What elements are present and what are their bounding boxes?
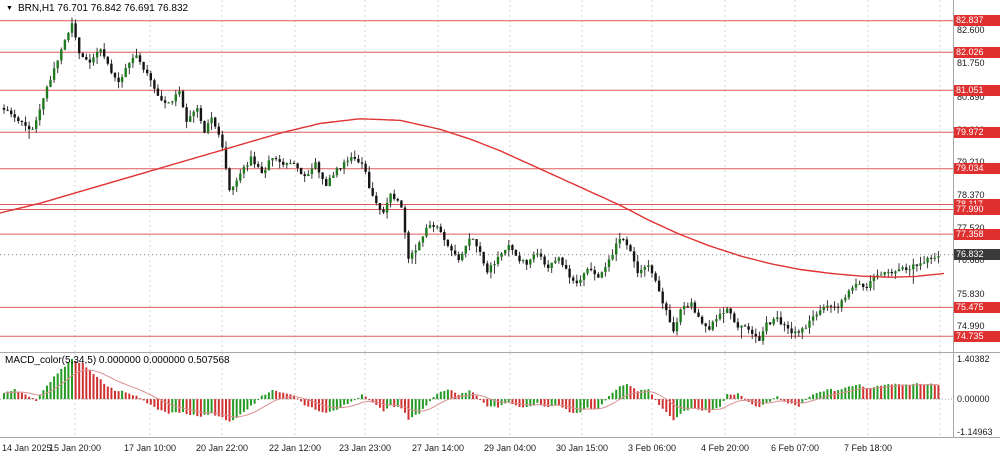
price-tick-label: 74.990	[957, 321, 985, 332]
time-label: 6 Feb 07:00	[770, 443, 820, 453]
time-label: 20 Jan 22:00	[195, 443, 249, 453]
panel-separator[interactable]	[0, 352, 1000, 353]
sr-level-badge: 79.034	[954, 163, 1000, 175]
current-price-badge: 76.832	[954, 249, 1000, 261]
price-scale-border	[953, 0, 954, 437]
price-chart-canvas[interactable]	[0, 0, 953, 352]
macd-tick-label: -1.14963	[957, 426, 993, 437]
time-label: 15 Jan 20:00	[48, 443, 102, 453]
price-tick-label: 78.370	[957, 189, 985, 200]
price-tick-label: 77.520	[957, 223, 985, 233]
time-label: 4 Feb 20:00	[700, 443, 750, 453]
sr-level-badge: 77.990	[954, 203, 1000, 215]
time-label: 22 Jan 12:00	[268, 443, 322, 453]
time-label: 29 Jan 04:00	[483, 443, 537, 453]
sr-level-badge: 79.972	[954, 126, 1000, 138]
macd-indicator-label: MACD_color(5,34,5) 0.000000 0.000000 0.5…	[5, 355, 230, 366]
symbol-dropdown-icon[interactable]: ▼	[6, 4, 13, 12]
sr-level-badge: 82.026	[954, 46, 1000, 58]
price-tick-label: 79.210	[957, 156, 985, 167]
price-tick-label: 80.890	[957, 91, 985, 102]
macd-tick-label: 1.40382	[957, 354, 990, 365]
sr-level-badge: 81.051	[954, 84, 1000, 96]
price-tick-label: 75.830	[957, 288, 985, 299]
time-label: 14 Jan 2025	[2, 443, 52, 453]
price-tick-label: 76.680	[957, 255, 985, 266]
time-label: 3 Feb 06:00	[627, 443, 677, 453]
macd-indicator-canvas[interactable]	[0, 353, 953, 437]
sr-level-badge: 82.837	[954, 15, 1000, 27]
price-tick-label: 82.600	[957, 24, 985, 35]
sr-level-badge: 75.475	[954, 301, 1000, 313]
sr-level-badge: 77.358	[954, 228, 1000, 240]
time-label: 27 Jan 14:00	[411, 443, 465, 453]
sr-level-badge: 74.735	[954, 330, 1000, 342]
macd-tick-label: 0.00000	[957, 394, 990, 405]
price-tick-label: 81.750	[957, 58, 985, 69]
time-label: 23 Jan 23:00	[338, 443, 392, 453]
time-label: 7 Feb 18:00	[843, 443, 893, 453]
time-axis-separator	[0, 437, 1000, 438]
symbol-ohlc-label: BRN,H1 76.701 76.842 76.691 76.832	[17, 3, 189, 14]
chart-title: ▼ BRN,H1 76.701 76.842 76.691 76.832	[6, 3, 188, 14]
time-label: 17 Jan 10:00	[123, 443, 177, 453]
time-label: 30 Jan 15:00	[555, 443, 609, 453]
